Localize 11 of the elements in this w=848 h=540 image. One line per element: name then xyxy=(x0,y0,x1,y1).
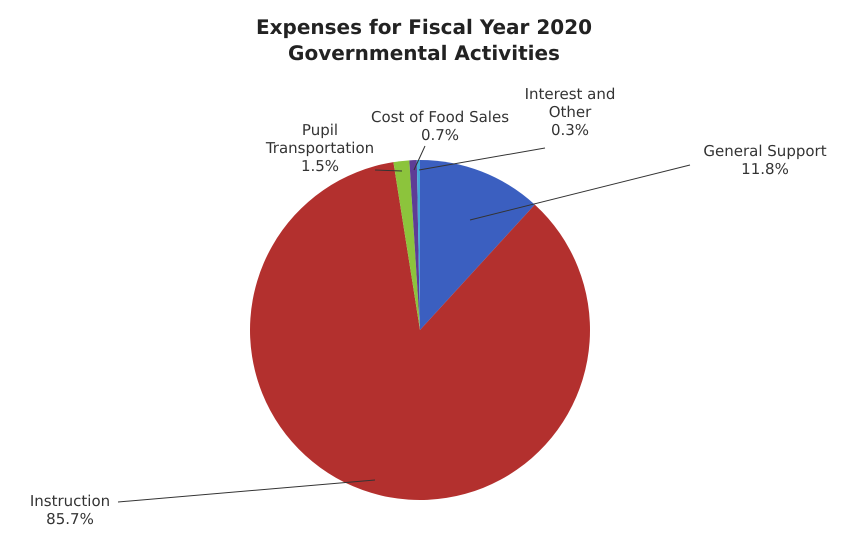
chart-title: Expenses for Fiscal Year 2020 Governmental Activities xyxy=(256,15,592,65)
slice-label: Interest and Other xyxy=(524,85,616,121)
pie-slice xyxy=(420,160,535,330)
pie-slice xyxy=(393,160,420,330)
slice-label: General Support xyxy=(703,142,827,160)
data-label: 11.8% xyxy=(741,160,789,178)
data-label: 85.7% xyxy=(46,510,94,528)
data-label: 0.3% xyxy=(550,121,590,139)
slice-label: Instruction xyxy=(30,492,110,510)
data-label: 0.7% xyxy=(420,126,460,144)
data-label: 1.5% xyxy=(300,157,340,175)
